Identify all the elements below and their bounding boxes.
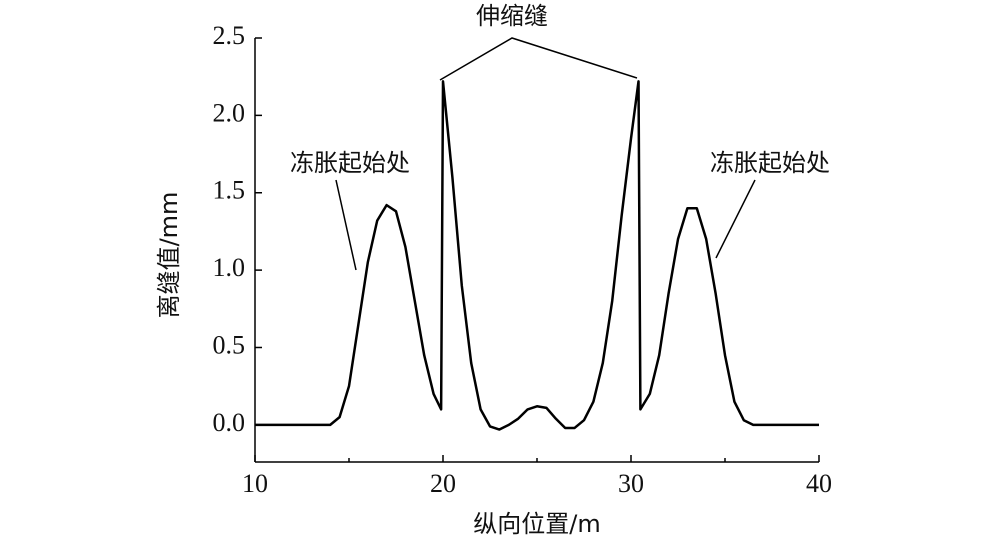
annotation: 冻胀起始处 — [710, 149, 830, 177]
y-axis-label: 离缝值/mm — [155, 192, 183, 319]
annotation: 冻胀起始处 — [290, 149, 410, 177]
x-tick-label: 20 — [430, 469, 456, 498]
y-tick-label: 0.0 — [213, 408, 246, 437]
y-tick-label: 0.5 — [213, 330, 246, 359]
annotation-leader — [715, 179, 756, 259]
annotation: 伸缩缝 — [476, 2, 548, 30]
x-tick-label: 30 — [618, 469, 644, 498]
x-tick-label: 40 — [806, 469, 832, 498]
y-tick-label: 2.5 — [213, 21, 246, 50]
x-axis-label: 纵向位置/m — [473, 510, 600, 538]
y-tick-label: 1.0 — [213, 253, 246, 282]
data-line — [255, 80, 819, 431]
annotation-leader — [439, 37, 638, 81]
annotation-leader — [335, 179, 357, 271]
y-tick-label: 2.0 — [213, 98, 246, 127]
x-tick-label: 10 — [242, 469, 268, 498]
y-tick-label: 1.5 — [213, 176, 246, 205]
